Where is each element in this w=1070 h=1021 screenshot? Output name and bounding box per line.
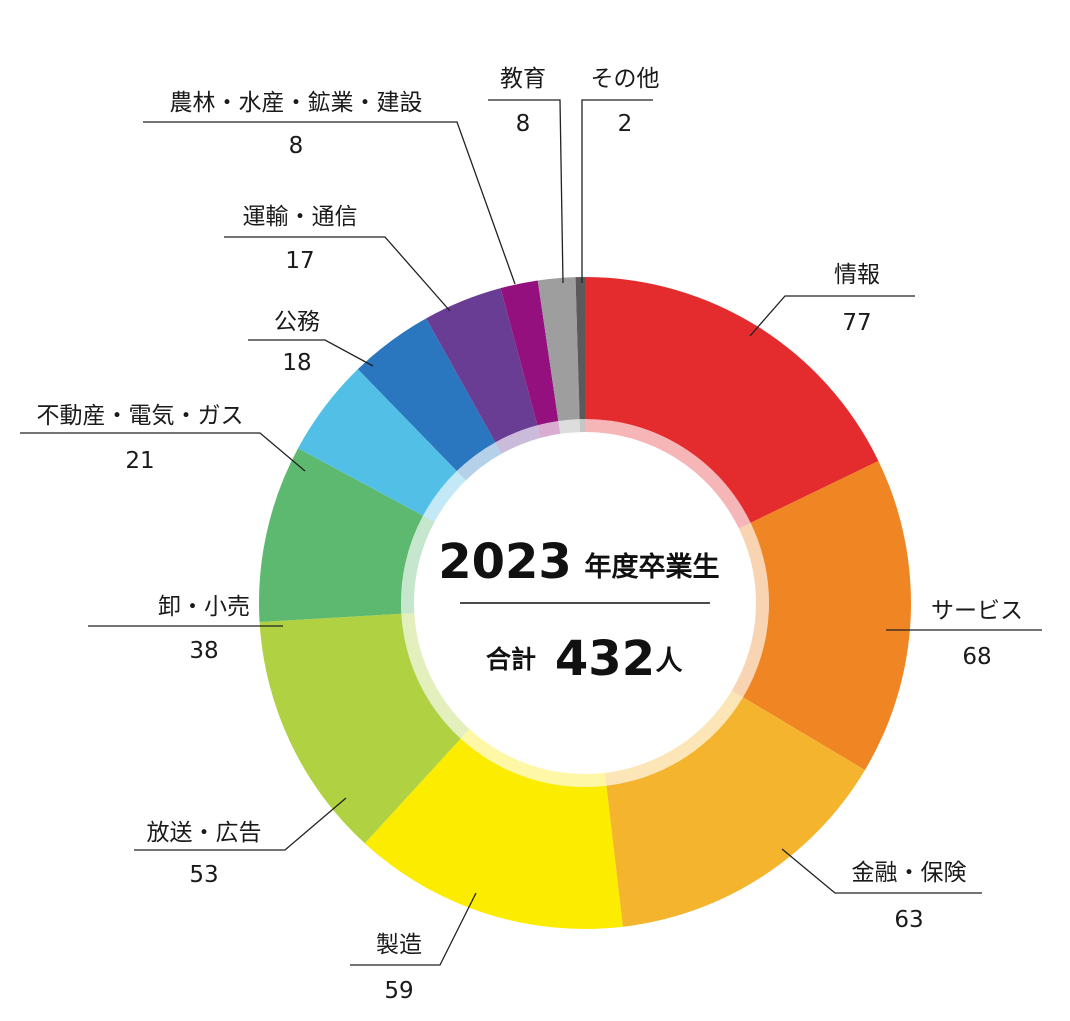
slice-4: [364, 738, 623, 930]
slice-1: [585, 277, 879, 523]
category-label-2: サービス: [931, 598, 1023, 624]
leader-line-1: [749, 295, 915, 337]
value-label-5: 53: [189, 862, 218, 888]
slice-12: [575, 277, 585, 420]
slice-3: [606, 697, 865, 927]
category-label-10: 農林・水産・鉱業・建設: [170, 90, 423, 116]
category-label-1: 情報: [834, 262, 880, 288]
center-total-label: 合計: [486, 645, 536, 674]
center-year-suffix: 年度卒業生: [585, 551, 720, 583]
slice-5: [259, 613, 461, 844]
category-label-4: 製造: [376, 932, 422, 958]
leader-line-7: [20, 432, 306, 472]
slice-inner-ring-7: [423, 471, 466, 522]
slice-inner-ring-3: [604, 690, 743, 786]
slice-inner-ring-8: [456, 442, 502, 481]
leader-lines: [20, 99, 1042, 966]
center-year: 2023: [438, 534, 572, 590]
leader-line-9: [224, 236, 451, 312]
value-label-7: 21: [125, 448, 154, 474]
value-label-6: 38: [189, 638, 218, 664]
leader-line-3: [781, 848, 982, 894]
slice-inner-ring-6: [401, 515, 435, 614]
leader-line-11: [488, 99, 564, 284]
category-label-7: 不動産・電気・ガス: [37, 403, 244, 429]
value-label-9: 17: [285, 248, 314, 274]
category-label-8: 公務: [274, 309, 320, 335]
slice-9: [426, 288, 538, 443]
slice-labels: 情報 77 サービス 68 金融・保険 63 製造 59 放送・広告 53 卸・小売 38 不動産・電気…: [37, 66, 1024, 1004]
value-label-2: 68: [962, 644, 991, 670]
leader-line-10: [143, 121, 516, 285]
center-total: 432: [555, 631, 655, 687]
value-label-10: 8: [289, 133, 304, 159]
slice-11: [537, 277, 580, 421]
slice-inner-ring-2: [731, 522, 769, 698]
slice-inner-ring-10: [537, 420, 561, 438]
leader-line-8: [248, 339, 374, 367]
value-label-8: 18: [282, 350, 311, 376]
slice-6: [259, 448, 424, 622]
slice-10: [500, 280, 559, 426]
slice-inner-ring-9: [495, 425, 541, 454]
center-block: 2023 年度卒業生 合計 432 人: [438, 534, 719, 687]
value-label-12: 2: [618, 111, 633, 137]
category-label-3: 金融・保険: [852, 860, 967, 886]
category-label-12: その他: [591, 66, 660, 92]
category-label-9: 運輸・通信: [243, 204, 358, 230]
slice-7: [298, 369, 457, 516]
leader-line-4: [350, 892, 477, 966]
slice-inner-ring-5: [401, 612, 470, 739]
value-label-4: 59: [384, 978, 413, 1004]
center-total-unit: 人: [656, 646, 683, 677]
slice-inner-ring-12: [579, 419, 585, 433]
slice-inner-ring-4: [460, 729, 607, 787]
category-label-11: 教育: [500, 66, 546, 92]
value-label-1: 77: [842, 310, 871, 336]
slice-8: [357, 318, 496, 472]
slice-inner-ring-11: [558, 419, 581, 434]
value-label-3: 63: [894, 907, 923, 933]
leader-line-12: [581, 99, 653, 283]
category-label-5: 放送・広告: [147, 820, 262, 846]
leader-line-5: [134, 797, 347, 851]
slice-2: [742, 460, 911, 771]
slices: [259, 277, 911, 930]
category-label-6: 卸・小売: [158, 594, 250, 620]
value-label-11: 8: [516, 111, 531, 137]
slice-inner-ring-1: [585, 419, 751, 529]
